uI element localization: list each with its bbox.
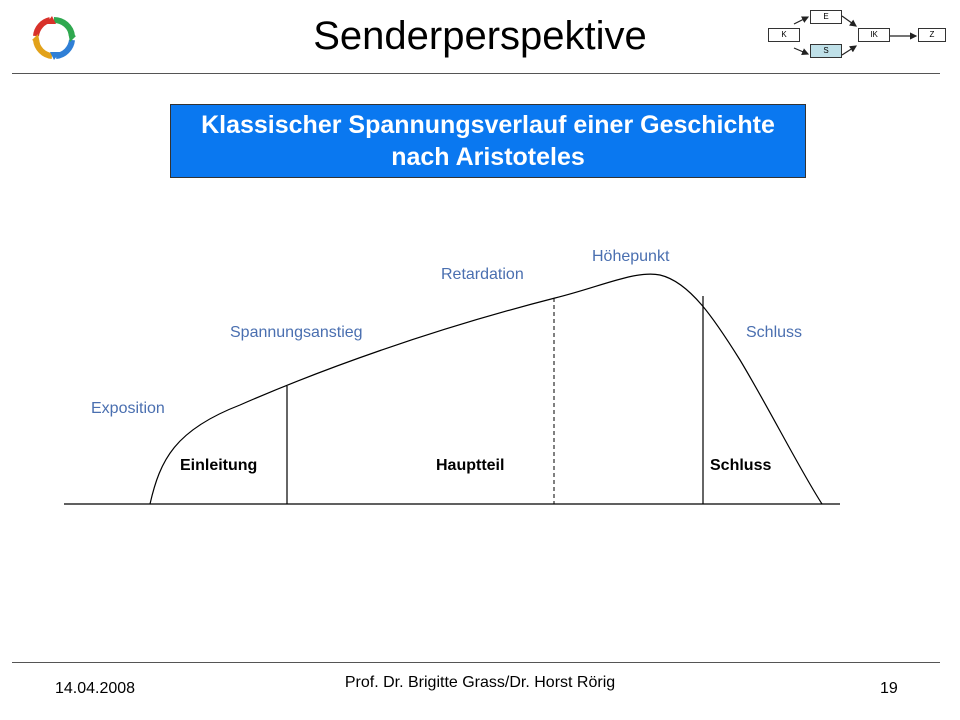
nav-box-z[interactable]: Z bbox=[918, 28, 946, 42]
stage-label-schluss: Schluss bbox=[746, 324, 803, 341]
nav-arrows bbox=[793, 15, 918, 56]
part-label-einleitung: Einleitung bbox=[180, 457, 258, 474]
page-title: Senderperspektive bbox=[313, 14, 647, 58]
footer-author: Prof. Dr. Brigitte Grass/Dr. Horst Rörig bbox=[344, 674, 616, 691]
footer-date: 14.04.2008 bbox=[55, 680, 136, 697]
diagram-title-line1: Klassischer Spannungsverlauf einer Gesch… bbox=[201, 111, 775, 139]
tension-curve bbox=[149, 273, 823, 505]
stage-label-hoehepunkt: Höhepunkt bbox=[592, 248, 670, 265]
diagram-title-box: Klassischer Spannungsverlauf einer Gesch… bbox=[170, 104, 806, 178]
stage-label-spannungsanstieg: Spannungsanstieg bbox=[230, 324, 363, 341]
part-label-schluss: Schluss bbox=[710, 457, 772, 474]
diagram-title-line2: nach Aristoteles bbox=[391, 143, 585, 171]
stage-label-retardation: Retardation bbox=[441, 266, 524, 283]
stage-label-exposition: Exposition bbox=[91, 400, 165, 417]
nav-box-k[interactable]: K bbox=[768, 28, 800, 42]
header-divider bbox=[12, 73, 940, 74]
nav-box-ik[interactable]: IK bbox=[858, 28, 890, 42]
page-number: 19 bbox=[880, 680, 898, 697]
nav-box-e[interactable]: E bbox=[810, 10, 842, 24]
cycle-arrows-icon bbox=[32, 16, 76, 60]
nav-box-s[interactable]: S bbox=[810, 44, 842, 58]
part-label-hauptteil: Hauptteil bbox=[436, 457, 505, 474]
footer-divider bbox=[12, 662, 940, 663]
